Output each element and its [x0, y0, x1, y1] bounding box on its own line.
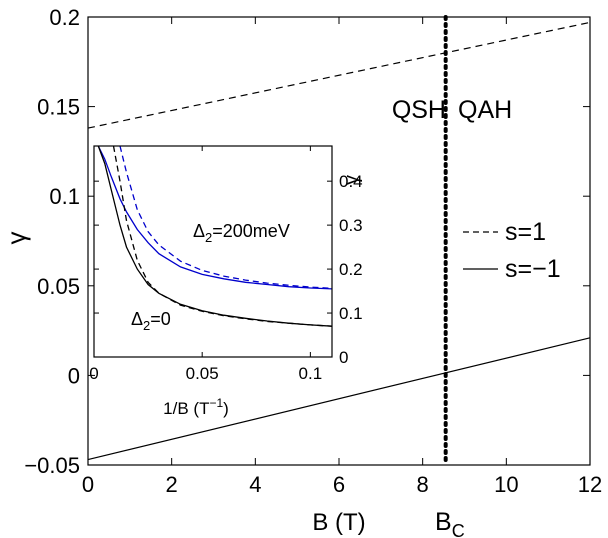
main-y-tick-label: 0.05: [37, 274, 80, 299]
bc-label: BC: [435, 508, 465, 538]
inset-annotation-zero-rest: =0: [150, 309, 171, 329]
main-x-tick-label: 4: [249, 472, 261, 497]
inset-x-tick-label: 0: [89, 364, 98, 383]
inset-series-group: [97, 145, 333, 327]
inset-xlabel-base: 1/B (T: [163, 399, 209, 418]
inset-y-tick-label: 0.3: [339, 216, 363, 235]
main-x-tick-label: 10: [494, 472, 518, 497]
inset-x-tick-label: 0.1: [299, 364, 323, 383]
inset-annotation-200mev: Δ2=200meV: [193, 221, 290, 245]
inset-annotation-zero-base: Δ: [131, 309, 143, 329]
inset-xlabel: 1/B (T−1): [163, 396, 229, 418]
main-x-tick-label: 2: [166, 472, 178, 497]
inset-tick-group: 0 0.05 0.1 0 0.1 0.2 0.3 0.4: [89, 146, 363, 383]
inset-chart: 0 0.05 0.100.10.20.30.4 Δ2=200meV Δ2=0 1/B…: [89, 145, 363, 418]
bc-label-base: B: [435, 508, 452, 536]
main-ylabel: γ: [1, 232, 31, 245]
main-xlabel: B (T): [312, 509, 365, 536]
inset-annotation-zero-sub: 2: [143, 318, 150, 333]
inset-background: [94, 146, 332, 357]
main-y-tick-label: −0.05: [24, 453, 80, 478]
inset-xlabel-sup: −1: [209, 396, 223, 410]
legend-label-s-plus: s=1: [505, 218, 546, 246]
main-x-tick-label: 6: [333, 472, 345, 497]
bc-label-sub: C: [452, 521, 465, 538]
inset-y-tick-label: 0.2: [339, 260, 363, 279]
inset-annotation-200mev-sub: 2: [205, 230, 212, 245]
phase-label-qah: QAH: [458, 96, 512, 124]
inset-series-line-4: [112, 145, 333, 327]
inset-x-tick-label: 0.05: [186, 364, 219, 383]
main-x-tick-label: 8: [417, 472, 429, 497]
main-y-tick-label: 0: [68, 363, 80, 388]
inset-plot-frame: [93, 145, 333, 358]
main-series-line-2: [87, 337, 591, 461]
main-series-line-1: [87, 21, 591, 129]
legend-label-s-minus: s=−1: [505, 255, 561, 283]
main-y-tick-label: 0.1: [49, 184, 80, 209]
main-y-tick-label: 0.2: [49, 5, 80, 30]
main-legend: s=1 s=−1: [463, 218, 561, 283]
inset-xlabel-close: ): [223, 399, 229, 418]
inset-y-tick-label: 0.4: [339, 172, 363, 191]
inset-annotation-200mev-rest: =200meV: [212, 221, 290, 241]
inset-annotation-zero: Δ2=0: [131, 309, 171, 333]
inset-ylabel: γ: [341, 175, 363, 185]
inset-y-tick-label: 0: [339, 348, 348, 367]
main-x-tick-label: 12: [578, 472, 602, 497]
main-y-tick-label: 0.15: [37, 95, 80, 120]
inset-y-tick-label: 0.1: [339, 304, 363, 323]
main-series-group: [87, 21, 591, 461]
phase-label-qsh: QSH: [392, 96, 446, 124]
inset-series-line-1: [97, 145, 333, 290]
main-x-tick-label: 0: [82, 472, 94, 497]
inset-annotation-200mev-base: Δ: [193, 221, 205, 241]
